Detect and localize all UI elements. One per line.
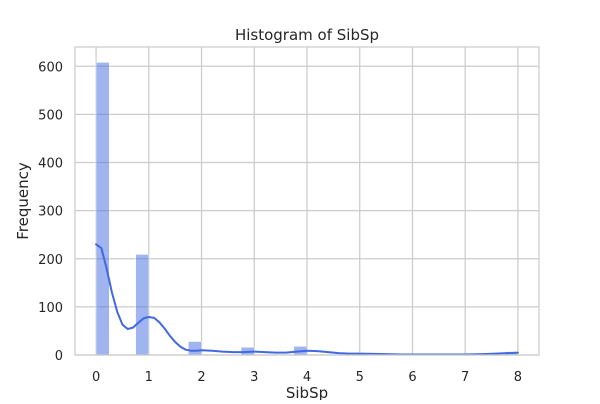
y-axis-label: Frequency xyxy=(14,162,32,240)
histogram-bar xyxy=(95,62,110,356)
y-tick-label: 300 xyxy=(38,205,63,220)
x-tick-labels: 0 1 2 3 4 5 6 7 8 xyxy=(92,370,522,385)
y-tick-labels: 0 100 200 300 400 500 600 xyxy=(38,60,63,364)
y-tick-label: 400 xyxy=(38,157,63,172)
y-tick-label: 100 xyxy=(38,301,63,316)
y-tick-label: 500 xyxy=(38,108,63,123)
x-axis-label: SibSp xyxy=(286,384,328,400)
histogram-bar xyxy=(135,254,150,356)
x-tick-label: 6 xyxy=(408,370,416,385)
x-tick-label: 3 xyxy=(250,370,258,385)
y-tick-label: 600 xyxy=(38,60,63,75)
x-tick-label: 1 xyxy=(145,370,153,385)
plot-frame xyxy=(74,46,540,356)
y-tick-label: 0 xyxy=(55,349,63,364)
x-tick-label: 4 xyxy=(303,370,311,385)
kde-line xyxy=(95,243,519,356)
chart-title: Histogram of SibSp xyxy=(235,26,379,44)
x-tick-label: 2 xyxy=(197,370,205,385)
kde-curve-group xyxy=(95,243,519,356)
histogram-bar xyxy=(188,341,202,356)
y-tick-label: 200 xyxy=(38,253,63,268)
x-tick-label: 5 xyxy=(356,370,364,385)
x-tick-label: 7 xyxy=(461,370,469,385)
x-tick-label: 8 xyxy=(514,370,522,385)
x-tick-label: 0 xyxy=(92,370,100,385)
